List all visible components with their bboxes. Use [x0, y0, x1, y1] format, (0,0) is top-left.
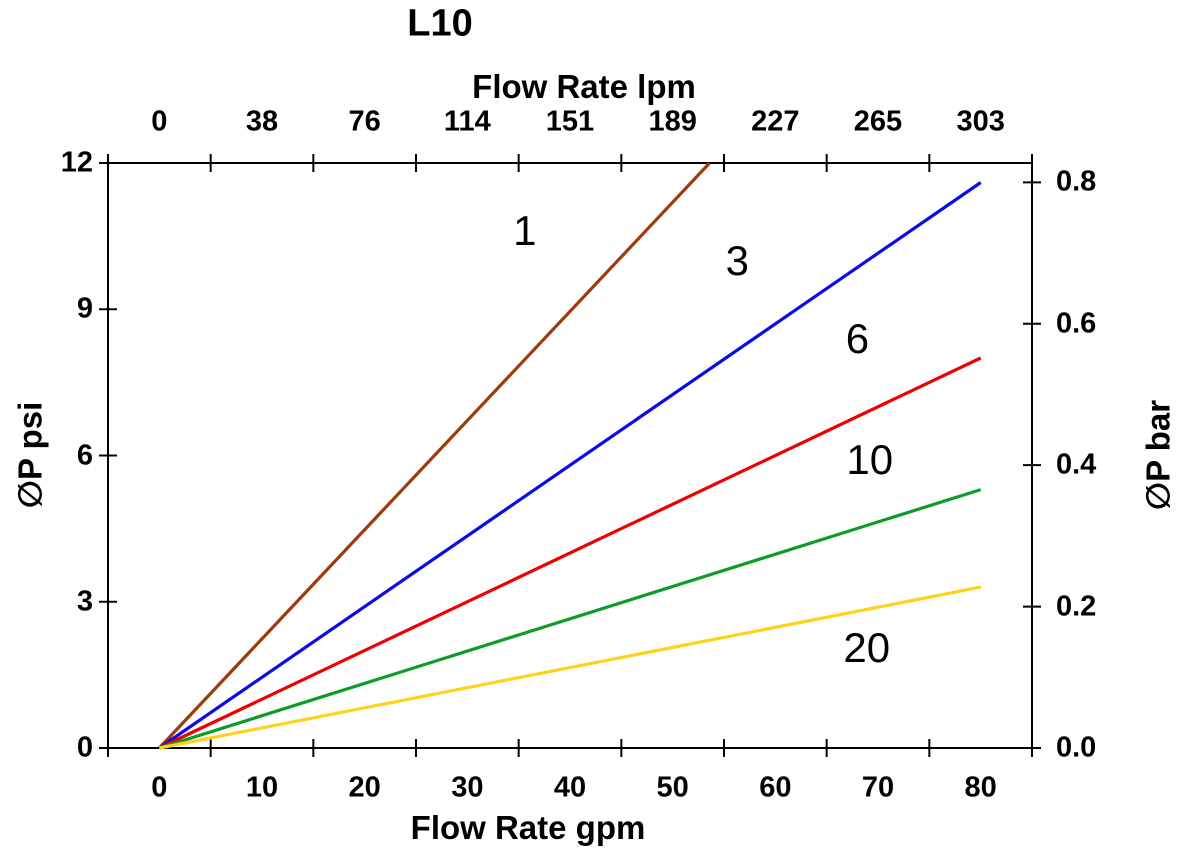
- top-tick-label: 114: [443, 105, 491, 138]
- series-line-20: [158, 585, 982, 750]
- right-tick-label: 0.4: [1056, 448, 1097, 481]
- series-line-10: [158, 488, 982, 750]
- right-tick-label: 0.2: [1056, 590, 1097, 623]
- right-axis-label: ∅P bar: [1139, 399, 1177, 511]
- bottom-tick-label: 0: [151, 771, 168, 804]
- series-label-1: 1: [513, 207, 537, 255]
- plot-frame: [107, 162, 1033, 749]
- bottom-axis-label: Flow Rate gpm: [410, 809, 646, 846]
- right-tick-label: 0.6: [1056, 307, 1097, 340]
- top-tick-label: 38: [245, 105, 279, 138]
- bottom-tick-label: 30: [451, 771, 484, 804]
- left-axis-label: ∅P psi: [11, 401, 49, 509]
- top-tick-label: 265: [853, 105, 903, 138]
- top-tick-label: 227: [751, 105, 800, 138]
- series-label-6: 6: [845, 314, 870, 362]
- top-tick-label: 189: [648, 105, 697, 138]
- chart-title: L10: [407, 2, 473, 45]
- left-tick-label: 0: [76, 731, 93, 764]
- series-line-6: [158, 356, 982, 750]
- bottom-tick-label: 60: [759, 771, 792, 804]
- bottom-tick-label: 70: [861, 771, 895, 804]
- bottom-tick-label: 20: [348, 771, 381, 804]
- series-label-20: 20: [843, 624, 891, 672]
- top-tick-label: 76: [348, 105, 381, 138]
- bottom-tick-label: 80: [964, 771, 997, 804]
- left-tick-label: 9: [76, 292, 93, 325]
- top-tick-label: 0: [151, 105, 168, 138]
- left-tick-label: 3: [76, 585, 93, 618]
- top-axis-label: Flow Rate lpm: [472, 68, 696, 105]
- series-line-3: [158, 181, 982, 750]
- bottom-tick-label: 50: [656, 771, 689, 804]
- right-tick-label: 0.0: [1056, 731, 1097, 764]
- series-label-3: 3: [725, 236, 750, 284]
- right-tick-label: 0.8: [1056, 165, 1097, 198]
- series-line-1: [158, 161, 711, 750]
- bottom-tick-label: 40: [553, 771, 587, 804]
- top-tick-label: 151: [545, 105, 595, 138]
- series-label-10: 10: [846, 436, 894, 484]
- left-tick-label: 6: [76, 439, 93, 471]
- left-tick-label: 12: [60, 146, 93, 179]
- bottom-tick-label: 10: [245, 771, 279, 804]
- top-tick-label: 303: [956, 105, 1005, 138]
